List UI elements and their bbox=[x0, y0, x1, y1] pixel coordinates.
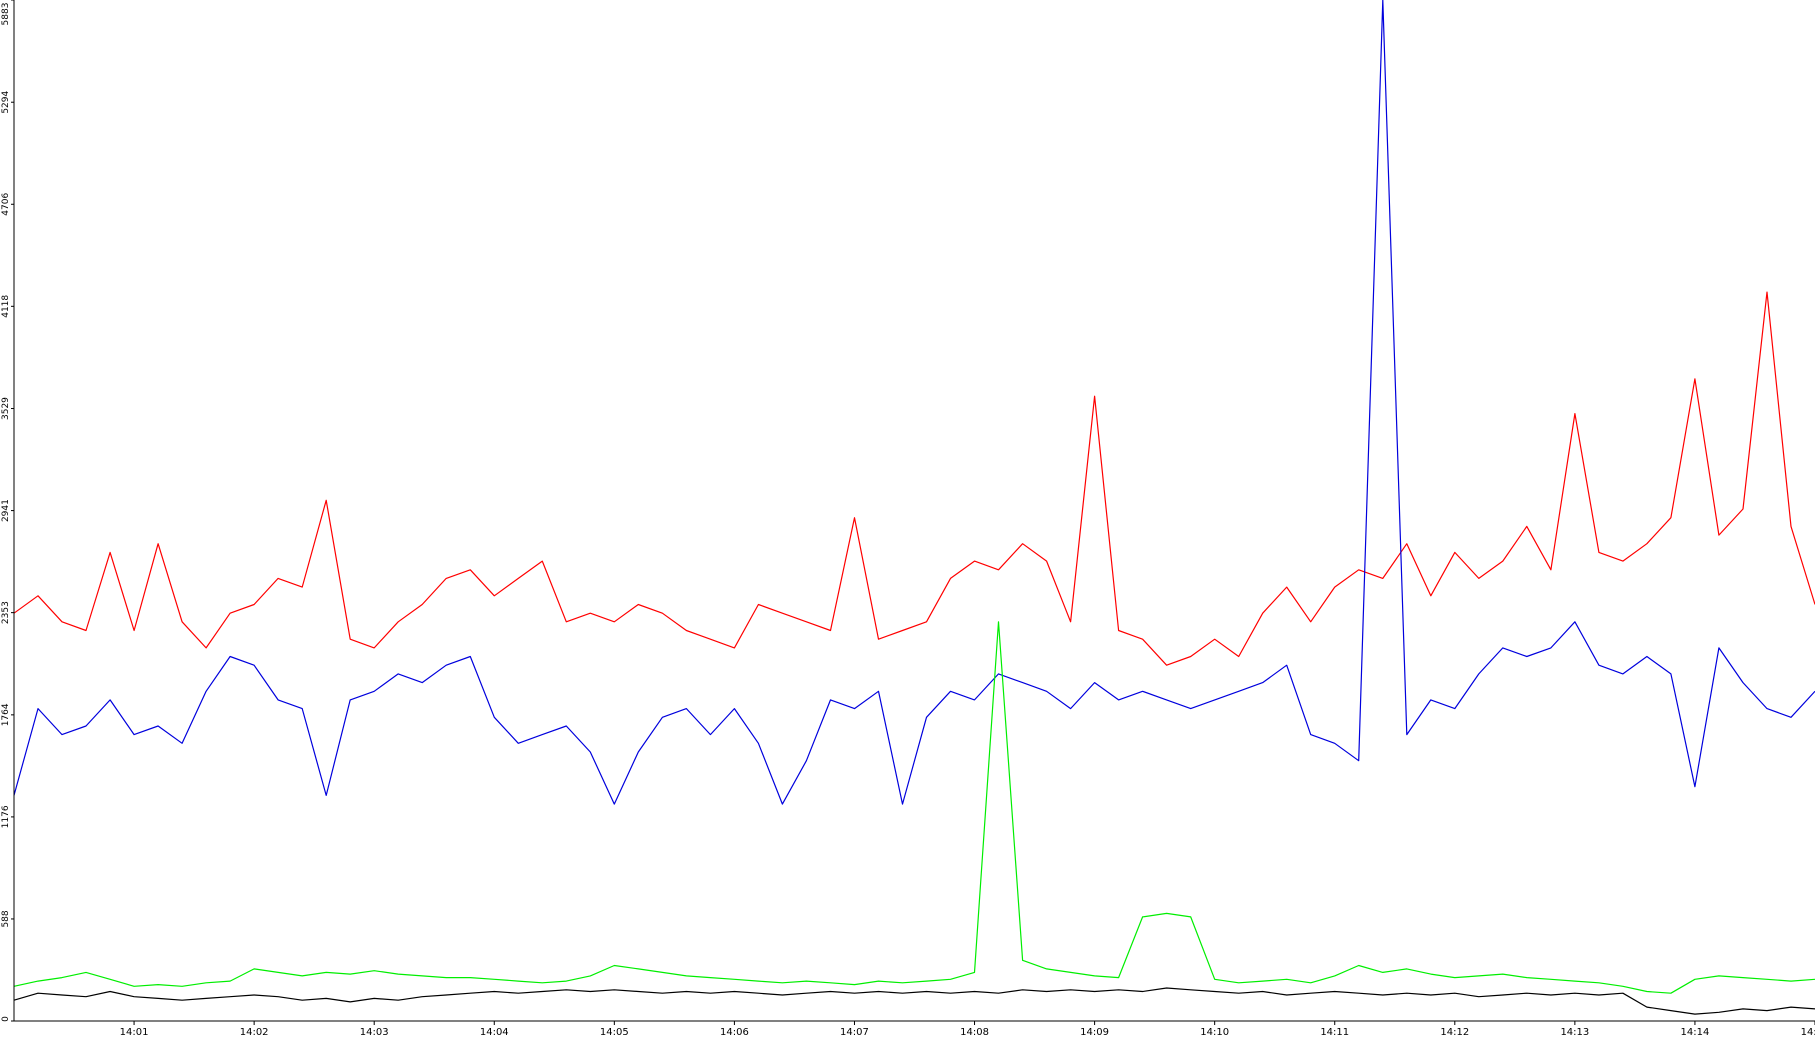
x-tick-label: 14:08 bbox=[960, 1027, 989, 1038]
x-tick-label: 14:05 bbox=[600, 1027, 629, 1038]
y-tick-label: 588 bbox=[1, 910, 11, 927]
x-tick-label: 14:11 bbox=[1320, 1027, 1349, 1038]
series-line bbox=[13, 987, 1815, 1015]
x-tick-label: 14:13 bbox=[1560, 1027, 1589, 1038]
y-tick-label: 5883 bbox=[1, 3, 11, 26]
x-tick-label: 14:09 bbox=[1080, 1027, 1109, 1038]
x-tick-label: 14:03 bbox=[360, 1027, 389, 1038]
x-tick-label: 14:15 bbox=[1801, 1027, 1815, 1038]
y-tick-label: 2941 bbox=[1, 499, 11, 522]
series-line bbox=[13, 0, 1815, 805]
x-tick-label: 14:04 bbox=[480, 1027, 509, 1038]
x-tick-label: 14:12 bbox=[1440, 1027, 1469, 1038]
y-tick-label: 4118 bbox=[1, 295, 11, 318]
series-line bbox=[13, 621, 1815, 994]
x-tick-label: 14:06 bbox=[720, 1027, 749, 1038]
series-line bbox=[13, 291, 1815, 666]
x-tick-label: 14:14 bbox=[1681, 1027, 1710, 1038]
y-tick-label: 4706 bbox=[1, 193, 11, 216]
y-tick-label: 0 bbox=[1, 1016, 11, 1022]
y-tick-label: 5294 bbox=[1, 90, 11, 113]
x-tick-label: 14:02 bbox=[240, 1027, 269, 1038]
y-tick-label: 3529 bbox=[1, 397, 11, 420]
x-tick-label: 14:01 bbox=[120, 1027, 149, 1038]
y-tick-label: 2353 bbox=[1, 601, 11, 624]
x-tick-label: 14:10 bbox=[1200, 1027, 1229, 1038]
y-tick-label: 1764 bbox=[1, 703, 11, 726]
x-tick-label: 14:07 bbox=[840, 1027, 869, 1038]
y-tick-label: 1176 bbox=[1, 805, 11, 828]
